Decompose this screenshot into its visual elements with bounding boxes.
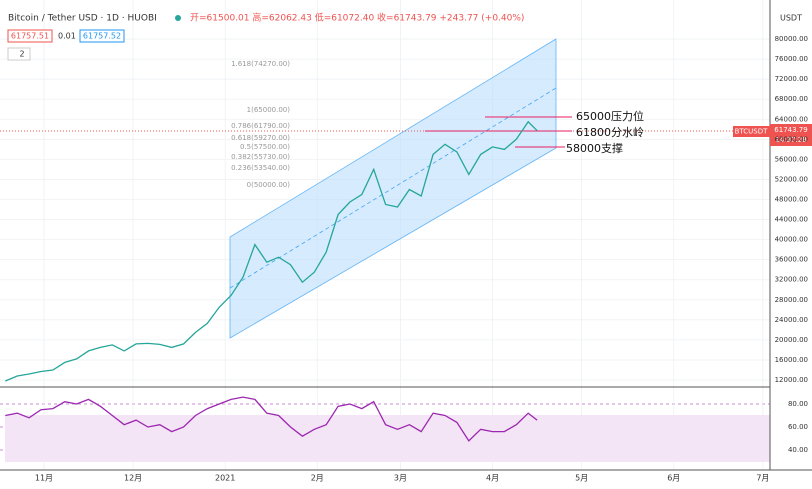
channel-midline: [229, 87, 557, 289]
fib-label: 0.786(61790.00): [231, 122, 290, 130]
y-tick-label: 64000.00: [775, 115, 808, 123]
bid-box[interactable]: [7, 29, 53, 43]
fib-label: 0.382(55730.00): [231, 153, 290, 161]
annotation: 65000压力位: [576, 109, 644, 123]
y-tick-label: 60.00: [788, 423, 808, 431]
y-tick-label: 40000.00: [775, 236, 808, 244]
y-tick-label: 48000.00: [775, 195, 808, 203]
x-tick-label: 12月: [124, 474, 142, 483]
rsi-band: [5, 415, 770, 462]
currency: USDT: [780, 14, 802, 23]
x-tick-label: 4月: [486, 474, 499, 483]
y-tick-label: 44000.00: [775, 216, 808, 224]
symbol-title: Bitcoin / Tether USD · 1D · HUOBI: [8, 14, 157, 24]
fib-label: 0.618(59270.00): [231, 134, 290, 142]
y-tick-label: 80.00: [788, 400, 808, 408]
x-tick-label: 2021: [215, 474, 235, 483]
rsi-line: [5, 396, 538, 442]
x-tick-label: 2月: [311, 474, 324, 483]
price-tag: [770, 124, 812, 146]
ask-box[interactable]: [79, 29, 125, 43]
fib-label: 1.618(74270.00): [231, 60, 290, 68]
y-tick-label: 72000.00: [775, 75, 808, 83]
y-tick-label: 28000.00: [775, 296, 808, 304]
y-tick-label: 32000.00: [775, 276, 808, 284]
y-tick-label: 52000.00: [775, 175, 808, 183]
fib-label: 0.236(53540.00): [231, 164, 290, 172]
fib-label: 0.5(57500.00): [240, 143, 290, 151]
indicator-toggle[interactable]: [7, 47, 31, 61]
x-tick-label: 5月: [575, 474, 588, 483]
y-tick-label: 56000.00: [775, 155, 808, 163]
symbol-tag-text: BTCUSDT: [735, 128, 769, 136]
price-tag-price: 61743.79: [774, 126, 807, 134]
y-tick-label: 60000.00: [775, 135, 808, 143]
symbol-tag: [733, 126, 770, 137]
status-dot: [175, 15, 181, 21]
regression-channel: [229, 38, 557, 339]
y-tick-label: 76000.00: [775, 55, 808, 63]
bid: 61757.51: [11, 32, 49, 41]
x-tick-label: 11月: [35, 474, 53, 483]
fib-label: 1(65000.00): [247, 106, 291, 114]
price-line: [5, 120, 538, 382]
y-tick-label: 20000.00: [775, 336, 808, 344]
annotation: 58000支撑: [566, 141, 623, 155]
y-tick-label: 12000.00: [775, 376, 808, 384]
y-tick-label: 80000.00: [775, 35, 808, 43]
fib-label: 0(50000.00): [247, 181, 291, 189]
y-tick-label: 16000.00: [775, 356, 808, 364]
y-tick-label: 40.00: [788, 446, 808, 454]
y-tick-label: 24000.00: [775, 316, 808, 324]
annotation: 61800分水岭: [576, 125, 644, 139]
spread: 0.01: [58, 32, 76, 41]
ask: 61757.52: [83, 32, 121, 41]
x-tick-label: 3月: [394, 474, 407, 483]
y-tick-label: 36000.00: [775, 256, 808, 264]
y-tick-label: 68000.00: [775, 95, 808, 103]
price-tag-countdown: 14:37:28: [775, 136, 806, 144]
indicator-count: 2: [19, 50, 24, 59]
ohlc: 开=61500.01 高=62062.43 低=61072.40 收=61743…: [190, 12, 524, 24]
x-tick-label: 7月: [756, 474, 769, 483]
x-tick-label: 6月: [667, 474, 680, 483]
